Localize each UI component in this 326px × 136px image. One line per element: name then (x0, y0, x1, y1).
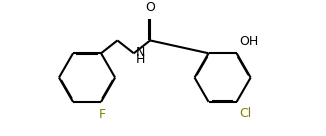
Text: F: F (99, 108, 106, 121)
Text: H: H (136, 53, 145, 66)
Text: Cl: Cl (239, 107, 251, 120)
Text: OH: OH (239, 35, 259, 48)
Text: N: N (136, 46, 145, 59)
Text: O: O (145, 1, 155, 14)
